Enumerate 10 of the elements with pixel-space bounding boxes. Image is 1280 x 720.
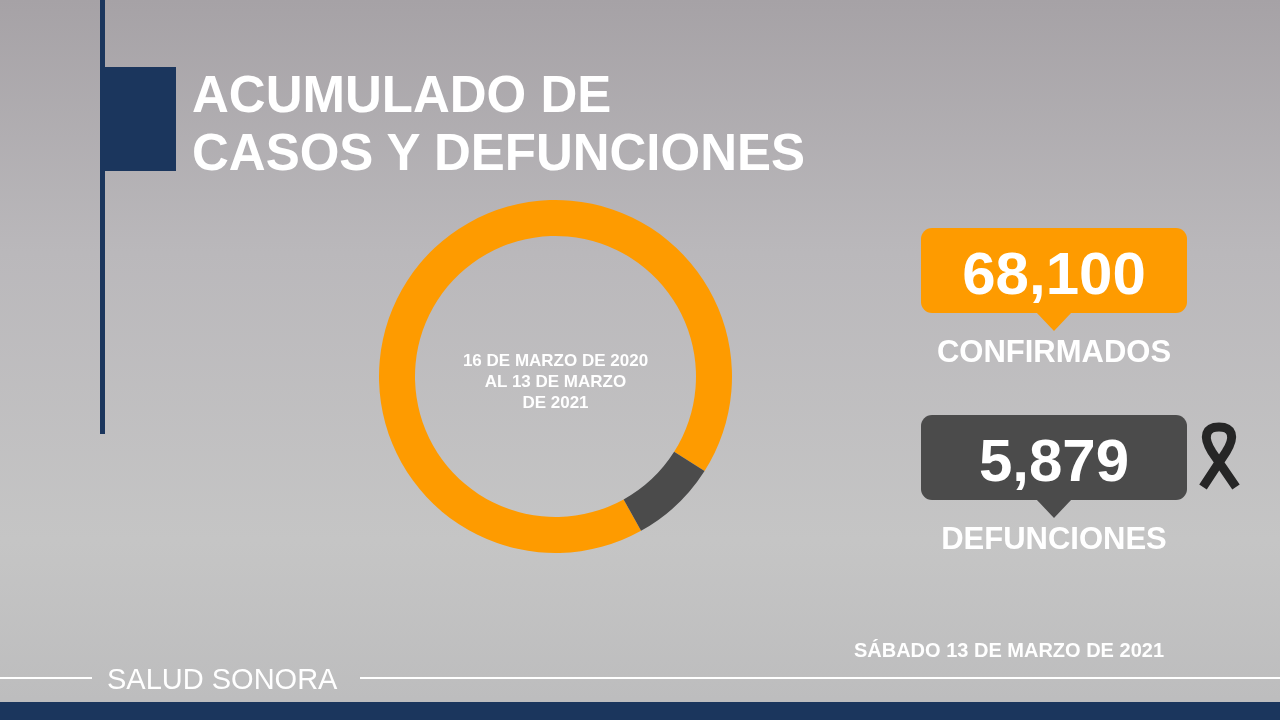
- text: 16 DE MARZO DE 2020 AL 13 DE MARZO DE 2021: [462, 351, 649, 412]
- text: SÁBADO 13 DE MARZO DE 2021: [853, 639, 1164, 661]
- data-label: 68,100: [962, 240, 1146, 307]
- data-label: 5,879: [978, 427, 1130, 494]
- donut-slice: [623, 451, 705, 531]
- text: SALUD SONORA: [107, 663, 339, 695]
- legend-label: CONFIRMADOS: [936, 334, 1172, 369]
- chart-title: ACUMULADO DE CASOS Y DEFUNCIONES: [192, 66, 806, 181]
- donut-slice: [379, 200, 732, 553]
- legend-label: DEFUNCIONES: [941, 521, 1167, 556]
